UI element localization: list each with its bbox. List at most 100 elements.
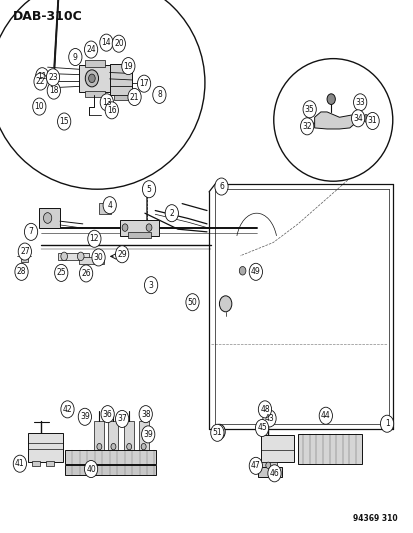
Bar [120, 220, 159, 236]
Circle shape [46, 69, 59, 86]
Text: 21: 21 [130, 93, 139, 101]
Text: 11: 11 [38, 72, 47, 80]
Bar [109, 64, 132, 95]
Bar [94, 421, 104, 452]
Circle shape [306, 106, 311, 112]
Circle shape [111, 443, 116, 450]
Text: DAB-310C: DAB-310C [12, 10, 82, 22]
Text: 51: 51 [212, 429, 222, 437]
Text: 1: 1 [384, 419, 389, 428]
Bar [79, 257, 104, 264]
Circle shape [362, 115, 368, 122]
Text: 12: 12 [90, 235, 99, 243]
Polygon shape [314, 112, 355, 129]
Circle shape [100, 94, 113, 111]
Text: 23: 23 [48, 73, 58, 82]
Circle shape [18, 243, 31, 260]
Circle shape [34, 73, 47, 90]
Text: 6: 6 [218, 182, 223, 191]
Text: 43: 43 [264, 414, 274, 423]
Circle shape [239, 266, 245, 275]
Circle shape [92, 249, 105, 266]
Circle shape [77, 252, 84, 261]
Text: 37: 37 [117, 415, 127, 423]
Bar [108, 421, 118, 452]
Text: 31: 31 [367, 117, 377, 125]
Circle shape [144, 277, 157, 294]
Circle shape [213, 424, 225, 439]
Text: 22: 22 [36, 77, 45, 86]
Bar [79, 65, 110, 92]
Circle shape [101, 406, 114, 423]
Circle shape [112, 35, 125, 52]
Circle shape [122, 224, 128, 231]
Text: 33: 33 [354, 98, 364, 107]
Text: 16: 16 [107, 106, 116, 115]
Text: 18: 18 [49, 86, 58, 95]
Bar [85, 60, 104, 67]
Circle shape [165, 205, 178, 222]
Bar [128, 232, 151, 238]
Text: 28: 28 [17, 268, 26, 276]
Bar [21, 251, 28, 262]
Text: 48: 48 [259, 405, 269, 414]
Text: 38: 38 [140, 410, 150, 418]
Circle shape [84, 41, 97, 58]
Text: 5: 5 [146, 185, 151, 193]
Text: 32: 32 [301, 122, 311, 131]
Circle shape [79, 265, 93, 282]
Circle shape [84, 461, 97, 478]
Text: 27: 27 [20, 247, 30, 256]
Circle shape [214, 178, 228, 195]
Circle shape [267, 465, 280, 482]
Circle shape [249, 457, 262, 474]
Text: 15: 15 [59, 117, 69, 126]
Circle shape [128, 88, 141, 106]
Circle shape [88, 74, 95, 83]
Circle shape [55, 264, 68, 281]
Circle shape [105, 102, 118, 119]
Bar [39, 208, 60, 228]
Circle shape [61, 401, 74, 418]
Circle shape [258, 401, 271, 418]
Circle shape [255, 419, 268, 437]
Text: 46: 46 [269, 469, 279, 478]
Circle shape [103, 197, 116, 214]
Text: 4: 4 [107, 201, 112, 209]
Text: 17: 17 [139, 79, 149, 88]
Circle shape [85, 70, 98, 87]
Bar [259, 462, 276, 469]
Circle shape [97, 443, 102, 450]
Bar [28, 433, 63, 462]
Text: 20: 20 [114, 39, 123, 48]
Bar [260, 435, 293, 462]
Text: 35: 35 [304, 105, 314, 114]
Circle shape [351, 110, 364, 127]
Circle shape [219, 296, 231, 312]
Circle shape [146, 224, 152, 231]
Circle shape [141, 443, 146, 450]
Circle shape [43, 213, 52, 223]
Circle shape [300, 118, 313, 135]
Text: 40: 40 [86, 465, 96, 473]
Circle shape [152, 86, 166, 103]
Circle shape [47, 82, 60, 99]
Text: 94369 310: 94369 310 [352, 514, 396, 523]
Text: 24: 24 [86, 45, 96, 54]
Circle shape [249, 263, 262, 280]
Circle shape [126, 443, 131, 450]
Text: 14: 14 [101, 38, 111, 47]
Circle shape [88, 230, 101, 247]
Circle shape [100, 34, 113, 51]
Bar [85, 91, 104, 97]
Circle shape [326, 94, 335, 104]
Bar [32, 461, 40, 466]
Text: 42: 42 [62, 405, 72, 414]
Text: 39: 39 [143, 430, 153, 439]
Circle shape [185, 294, 199, 311]
Bar [65, 450, 156, 464]
Circle shape [61, 252, 67, 261]
Text: 29: 29 [117, 250, 127, 259]
Circle shape [347, 121, 351, 126]
Text: 49: 49 [250, 268, 260, 276]
